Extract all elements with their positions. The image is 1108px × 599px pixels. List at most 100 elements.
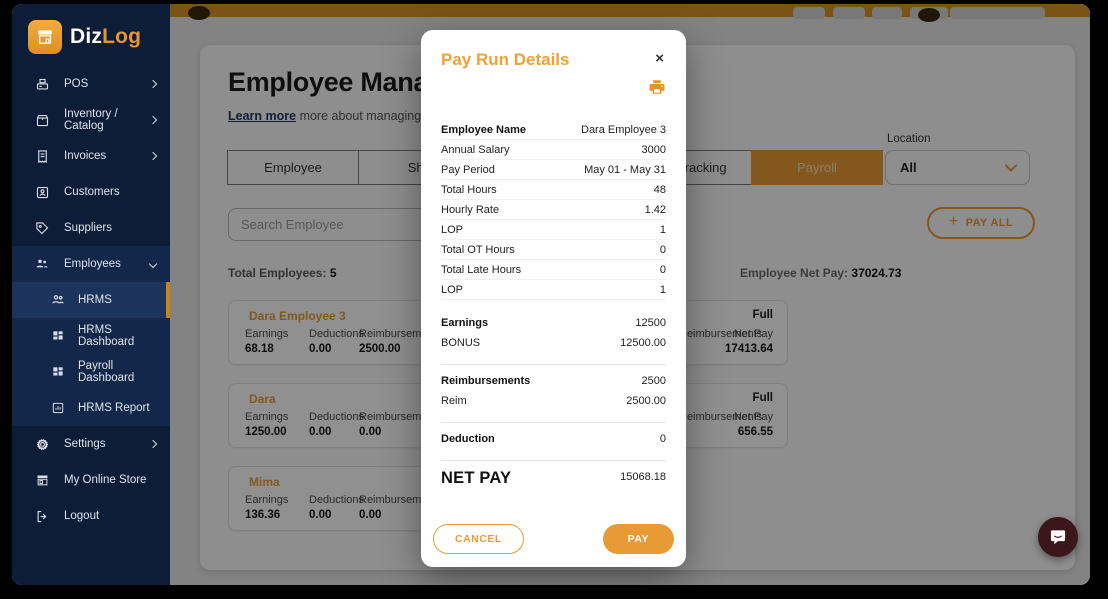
total-employees: Total Employees: 5 (228, 266, 337, 280)
divider (441, 364, 666, 365)
detail-row: Total OT Hours 0 (441, 240, 666, 260)
chevron-down-icon (148, 259, 158, 269)
sidebar-item-hrms-report[interactable]: HRMS Report (12, 390, 170, 426)
earnings-column: Earnings 1250.00 (245, 411, 289, 438)
receipt-icon (34, 148, 50, 164)
chat-bubble-icon (1050, 530, 1066, 545)
detail-label: Total Late Hours (441, 263, 522, 276)
detail-value: 0 (659, 263, 666, 276)
logout-icon (34, 508, 50, 524)
reimbursement-row: Reimbursements 2500 (441, 375, 666, 387)
chat-widget-button[interactable] (1038, 517, 1078, 557)
chevron-right-icon (148, 439, 158, 449)
chevron-right-icon (148, 79, 158, 89)
net-pay-column: Net Pay 17413.64 (725, 328, 773, 355)
detail-row: Total Late Hours 0 (441, 260, 666, 280)
sidebar-item-payroll-dashboard[interactable]: Payroll Dashboard (12, 354, 170, 390)
detail-row: Employee Name Dara Employee 3 (441, 120, 666, 140)
detail-label: Annual Salary (441, 143, 510, 156)
sidebar-item-invoices[interactable]: Invoices (12, 138, 170, 174)
earnings-group: Earnings 12500 BONUS 12500.00 (441, 313, 666, 353)
print-button[interactable] (441, 78, 666, 96)
sidebar-item-settings[interactable]: Settings (12, 426, 170, 462)
detail-label: Total Hours (441, 183, 497, 196)
navbar-avatar[interactable] (910, 7, 948, 22)
chevron-down-icon (1005, 164, 1017, 172)
sidebar-item-inventory-catalog[interactable]: Inventory / Catalog (12, 102, 170, 138)
detail-row: LOP 1 (441, 280, 666, 300)
pay-all-button[interactable]: + PAY ALL (927, 207, 1035, 239)
sidebar-item-customers[interactable]: Customers (12, 174, 170, 210)
detail-label: Employee Name (441, 123, 526, 136)
detail-value: 0 (659, 243, 666, 256)
earnings-row: BONUS 12500.00 (441, 337, 666, 349)
reimbursements-column: Reimbursements (679, 328, 763, 340)
pay-button[interactable]: PAY (602, 524, 674, 554)
detail-label: Total OT Hours (441, 243, 515, 256)
navbar-button[interactable] (833, 7, 865, 19)
pay-run-detail-rows: Employee Name Dara Employee 3 Annual Sal… (441, 120, 666, 300)
close-icon[interactable]: × (655, 50, 664, 67)
top-navbar (170, 4, 1090, 22)
detail-value: May 01 - May 31 (584, 163, 666, 176)
detail-value: 3000 (641, 143, 666, 156)
detail-value: 48 (653, 183, 666, 196)
detail-label: LOP (441, 283, 464, 296)
tag-icon (34, 220, 50, 236)
sidebar-item-employees[interactable]: Employees (12, 246, 170, 282)
pay-type-badge: Full (752, 392, 773, 404)
detail-row: Pay Period May 01 - May 31 (441, 160, 666, 180)
brand-logo[interactable]: DizLog (12, 4, 170, 56)
employee-net-pay-total: Employee Net Pay: 37024.73 (740, 266, 902, 280)
dashboard-grid-icon (50, 364, 66, 380)
employee-name: Dara Employee 3 (249, 309, 346, 323)
sidebar-item-hrms[interactable]: HRMS (12, 282, 170, 318)
sidebar-item-suppliers[interactable]: Suppliers (12, 210, 170, 246)
sidebar-item-logout[interactable]: Logout (12, 498, 170, 534)
deduction-row: Deduction 0 (441, 433, 666, 445)
chevron-right-icon (148, 115, 158, 125)
sidebar: DizLog POS Inventory / Catalog Invoices … (12, 4, 170, 585)
net-pay-label: NET PAY (441, 469, 512, 487)
id-card-icon (34, 184, 50, 200)
pay-run-details-modal: Pay Run Details × Employee Name Dara Emp… (421, 30, 686, 567)
reimbursements-column: Reimbursements (679, 411, 763, 423)
app-window: Employee Management Learn more more abou… (12, 4, 1090, 585)
box-icon (34, 112, 50, 128)
bar-chart-icon (50, 400, 66, 416)
reimbursements-group: Reimbursements 2500 Reim 2500.00 (441, 371, 666, 411)
storefront-icon (28, 20, 62, 54)
deductions-column: Deductions 0.00 (309, 494, 365, 521)
modal-title: Pay Run Details (441, 50, 570, 69)
sidebar-item-my-online-store[interactable]: My Online Store (12, 462, 170, 498)
navbar-button[interactable] (793, 7, 825, 19)
detail-label: LOP (441, 223, 464, 236)
navbar-search[interactable] (950, 7, 1045, 19)
detail-value: 1.42 (644, 203, 666, 216)
sidebar-item-hrms-dashboard[interactable]: HRMS Dashboard (12, 318, 170, 354)
deductions-column: Deductions 0.00 (309, 328, 365, 355)
deduction-group: Deduction 0 (441, 429, 666, 449)
net-pay-value: 15068.18 (620, 471, 666, 483)
dashboard-grid-icon (50, 328, 66, 344)
people-icon (34, 256, 50, 272)
deductions-column: Deductions 0.00 (309, 411, 365, 438)
employee-name: Dara (249, 392, 276, 406)
tab[interactable]: Employee (227, 150, 359, 185)
cancel-button[interactable]: CANCEL (433, 524, 524, 554)
detail-row: LOP 1 (441, 220, 666, 240)
location-select[interactable]: All (885, 150, 1030, 185)
sidebar-item-pos[interactable]: POS (12, 66, 170, 102)
tab[interactable]: Payroll (751, 150, 883, 185)
detail-row: Total Hours 48 (441, 180, 666, 200)
navbar-menu-icon[interactable] (188, 6, 210, 20)
navbar-button[interactable] (872, 7, 902, 19)
reimbursement-row: Reim 2500.00 (441, 395, 666, 407)
people-outline-icon (50, 292, 66, 308)
location-value: All (900, 160, 917, 175)
earnings-column: Earnings 136.36 (245, 494, 289, 521)
learn-more-link[interactable]: Learn more (228, 109, 297, 123)
location-label: Location (887, 133, 931, 145)
cash-register-icon (34, 76, 50, 92)
detail-value: Dara Employee 3 (581, 123, 666, 136)
